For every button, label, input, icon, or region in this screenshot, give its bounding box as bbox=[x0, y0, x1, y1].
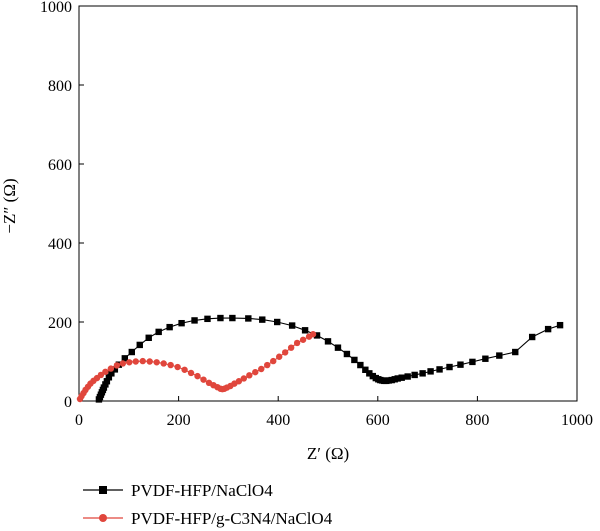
data-point-circle bbox=[281, 349, 289, 356]
data-point-circle bbox=[246, 372, 253, 379]
data-point-square bbox=[351, 356, 358, 364]
data-point-square bbox=[469, 358, 476, 366]
x-tick-label: 200 bbox=[167, 412, 191, 429]
legend: PVDF-HFP/NaClO4 PVDF-HFP/g-C3N4/NaClO4 bbox=[83, 481, 333, 528]
data-point-square bbox=[482, 355, 489, 362]
data-point-square bbox=[105, 374, 113, 381]
data-point-circle bbox=[200, 376, 207, 383]
data-point-square bbox=[229, 314, 236, 322]
data-point-square bbox=[288, 322, 296, 329]
x-tick-label: 400 bbox=[266, 412, 290, 429]
x-tick-label: 0 bbox=[75, 412, 83, 429]
y-axis-ticks: 0 200 400 600 800 1000 bbox=[40, 0, 84, 411]
data-point-square bbox=[204, 315, 211, 323]
data-point-square bbox=[496, 352, 503, 359]
data-point-circle bbox=[258, 365, 265, 373]
data-point-square bbox=[394, 375, 401, 382]
data-point-square bbox=[556, 321, 564, 329]
data-point-circle bbox=[153, 359, 160, 366]
y-tick-label: 800 bbox=[48, 78, 72, 95]
data-point-square bbox=[419, 370, 426, 377]
data-point-square bbox=[343, 350, 351, 358]
data-point-square bbox=[457, 361, 464, 368]
data-point-circle bbox=[187, 369, 195, 377]
data-point-square bbox=[411, 371, 418, 379]
data-point-square bbox=[191, 317, 198, 324]
data-point-circle bbox=[252, 368, 259, 376]
data-point-circle bbox=[102, 368, 109, 375]
data-point-square bbox=[324, 338, 332, 345]
data-point-square bbox=[108, 370, 115, 377]
y-tick-label: 1000 bbox=[40, 0, 72, 16]
data-point-square bbox=[121, 355, 129, 362]
x-axis-ticks: 0 200 400 600 800 1000 bbox=[75, 396, 593, 429]
data-point-square bbox=[512, 348, 519, 356]
data-point-square bbox=[128, 348, 135, 356]
data-point-circle bbox=[146, 358, 153, 365]
data-point-square bbox=[259, 316, 266, 323]
data-point-square bbox=[398, 374, 405, 381]
x-axis-title: Z′ (Ω) bbox=[307, 444, 349, 463]
y-tick-label: 0 bbox=[64, 394, 72, 411]
data-point-square bbox=[362, 366, 369, 373]
data-point-square bbox=[145, 334, 152, 341]
data-point-circle bbox=[119, 360, 127, 367]
y-axis-title: −Z″ (Ω) bbox=[0, 178, 19, 233]
data-point-circle bbox=[235, 378, 243, 385]
data-point-circle bbox=[139, 357, 146, 365]
data-point-square bbox=[136, 341, 143, 349]
data-point-square bbox=[166, 323, 173, 331]
data-point-square bbox=[436, 366, 443, 373]
data-point-square bbox=[111, 366, 119, 373]
data-point-circle bbox=[240, 375, 248, 382]
data-point-square bbox=[103, 378, 111, 385]
data-point-circle bbox=[160, 360, 167, 367]
data-point-square bbox=[366, 370, 373, 377]
data-point-square bbox=[178, 319, 185, 327]
data-point-circle bbox=[275, 353, 283, 360]
data-point-square bbox=[528, 333, 536, 341]
legend-marker-circle bbox=[99, 514, 107, 522]
y-tick-label: 600 bbox=[48, 157, 72, 174]
legend-label-pvdf-hfp-naclo4: PVDF-HFP/NaClO4 bbox=[131, 481, 273, 500]
data-point-circle bbox=[287, 344, 295, 351]
x-tick-label: 600 bbox=[366, 412, 390, 429]
data-point-square bbox=[217, 314, 224, 322]
data-point-square bbox=[274, 318, 281, 326]
data-point-circle bbox=[293, 339, 301, 347]
data-point-circle bbox=[264, 361, 271, 369]
data-point-circle bbox=[126, 359, 133, 366]
series-layer bbox=[76, 314, 564, 403]
data-point-circle bbox=[181, 366, 188, 373]
y-tick-label: 400 bbox=[48, 236, 72, 253]
data-point-square bbox=[313, 332, 321, 339]
legend-marker-square bbox=[99, 486, 107, 494]
data-point-square bbox=[245, 315, 252, 322]
data-point-circle bbox=[132, 358, 139, 365]
x-tick-label: 800 bbox=[465, 412, 489, 429]
data-point-circle bbox=[270, 357, 277, 365]
data-point-circle bbox=[309, 331, 317, 338]
legend-label-pvdf-hfp-g-c3n4-naclo4: PVDF-HFP/g-C3N4/NaClO4 bbox=[131, 509, 333, 528]
data-point-square bbox=[404, 373, 411, 380]
data-point-square bbox=[544, 325, 552, 333]
data-point-square bbox=[427, 368, 434, 375]
data-point-square bbox=[301, 327, 309, 334]
data-point-square bbox=[334, 344, 342, 351]
plot-frame bbox=[78, 5, 578, 402]
data-point-circle bbox=[194, 372, 201, 380]
data-point-circle bbox=[97, 371, 105, 379]
data-point-square bbox=[155, 328, 162, 336]
data-point-circle bbox=[167, 361, 174, 369]
x-tick-label: 1000 bbox=[561, 412, 593, 429]
data-point-circle bbox=[113, 362, 121, 369]
data-point-circle bbox=[107, 365, 115, 372]
data-point-square bbox=[357, 361, 364, 369]
data-point-circle bbox=[174, 363, 181, 371]
data-point-square bbox=[446, 363, 453, 371]
y-tick-label: 200 bbox=[48, 315, 72, 332]
data-point-circle bbox=[299, 336, 307, 343]
